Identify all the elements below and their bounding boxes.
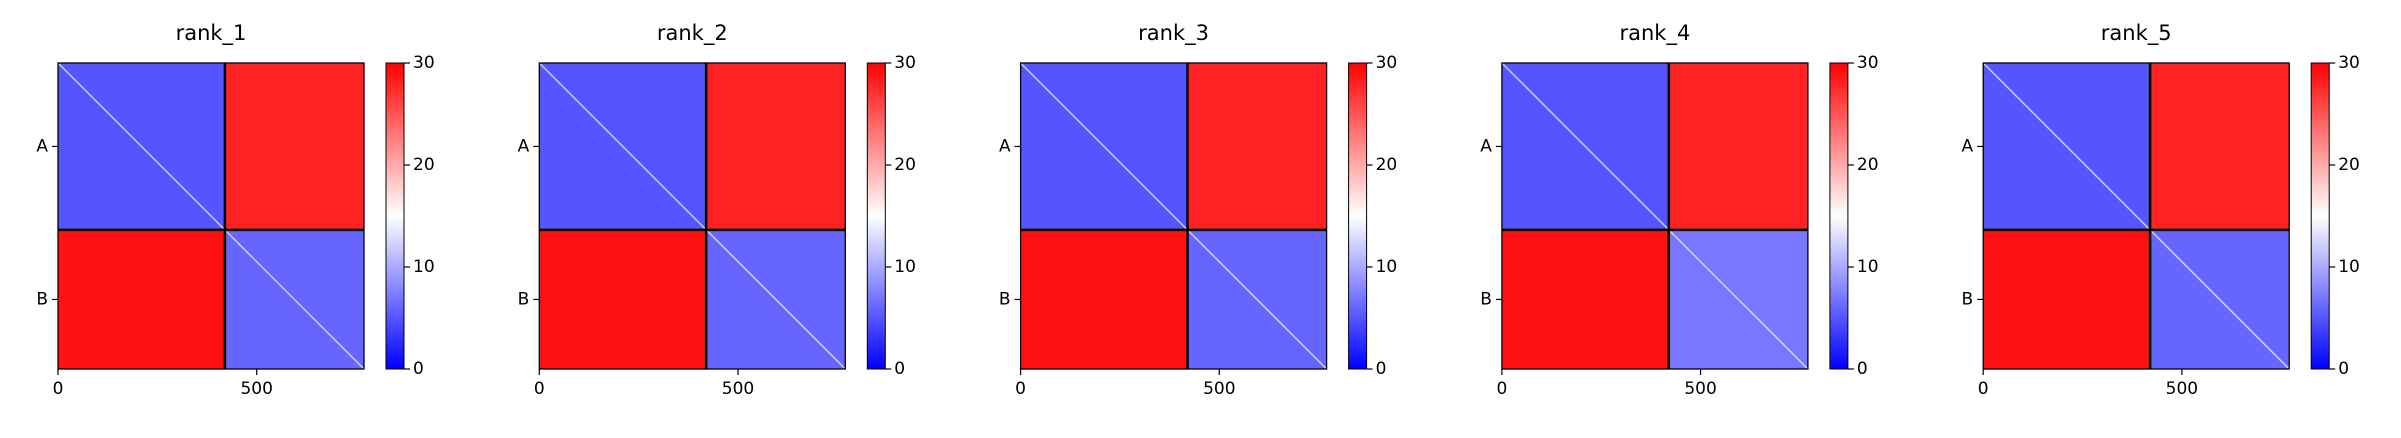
y-tick-label: B (518, 289, 530, 309)
heatmap-cell (1501, 229, 1669, 369)
axes-frame (538, 62, 846, 370)
x-tick-label: 0 (1015, 379, 1026, 399)
panel-title: rank_4 (1619, 21, 1690, 46)
colorbar-tick-label: 30 (1376, 53, 1398, 73)
colorbar-tick-label: 10 (413, 257, 435, 277)
colorbar-tick-label: 30 (413, 53, 435, 73)
x-tick-label: 0 (534, 379, 545, 399)
y-tick-label: A (1962, 136, 1974, 156)
colorbar-tick-label: 0 (413, 359, 424, 379)
x-tick-label: 500 (722, 379, 754, 399)
y-tick-label: B (1480, 289, 1492, 309)
colorbar-tick-label: 20 (1857, 155, 1879, 175)
heatmap-cell (1020, 229, 1188, 369)
diagonal (538, 62, 846, 370)
axes-frame (57, 62, 365, 370)
diagonal (1982, 62, 2290, 370)
panel-title: rank_1 (176, 21, 247, 46)
x-tick-label: 500 (1203, 379, 1235, 399)
heatmap-cell (1983, 229, 2151, 369)
colorbar (385, 62, 405, 370)
colorbar (866, 62, 886, 370)
panel: rank_4 0 500 A B 0 10 20 30 (1480, 21, 1878, 399)
colorbar (2310, 62, 2330, 370)
colorbar-tick-label: 0 (894, 359, 905, 379)
y-tick-label: A (518, 136, 530, 156)
panel-title: rank_3 (1138, 21, 1209, 46)
y-tick-label: B (999, 289, 1011, 309)
y-tick-label: B (36, 289, 48, 309)
colorbar-tick-label: 30 (894, 53, 916, 73)
colorbar-tick-label: 20 (894, 155, 916, 175)
colorbar-tick-label: 0 (1857, 359, 1868, 379)
x-tick-label: 500 (240, 379, 272, 399)
colorbar-tick-label: 0 (1376, 359, 1387, 379)
heatmap-cell (2150, 63, 2290, 230)
x-tick-label: 0 (53, 379, 64, 399)
panel: rank_5 0 500 A B 0 10 20 30 (1962, 21, 2360, 399)
panel: rank_2 0 500 A B 0 10 20 30 (518, 21, 916, 399)
axes-frame (1019, 62, 1328, 370)
x-tick-label: 0 (1978, 379, 1989, 399)
axes-frame (1501, 62, 1809, 370)
heatmap-cell (706, 63, 846, 230)
heatmap-cell (539, 229, 707, 369)
colorbar-tick-label: 10 (1857, 257, 1879, 277)
colorbar-tick-label: 30 (1857, 53, 1879, 73)
y-tick-label: B (1962, 289, 1974, 309)
y-tick-label: A (999, 136, 1011, 156)
colorbar (1348, 62, 1368, 370)
diagonal (57, 62, 365, 370)
colorbar-tick-label: 20 (1376, 155, 1398, 175)
x-tick-label: 500 (1684, 379, 1716, 399)
y-tick-label: A (1480, 136, 1492, 156)
colorbar-tick-label: 10 (1376, 257, 1398, 277)
heatmap-cell (1668, 63, 1808, 230)
panel: rank_1 0 500 A B 0 10 20 30 (36, 21, 434, 399)
colorbar-tick-label: 20 (2338, 155, 2360, 175)
diagonal (1501, 62, 1809, 370)
colorbar-tick-label: 10 (894, 257, 916, 277)
colorbar-tick-label: 10 (2338, 257, 2360, 277)
panel: rank_3 0 500 A B 0 10 20 30 (999, 21, 1397, 399)
panel-title: rank_5 (2101, 21, 2172, 46)
colorbar-tick-label: 20 (413, 155, 435, 175)
diagonal (1020, 62, 1328, 370)
panel-title: rank_2 (657, 21, 728, 46)
heatmap-cell (1187, 63, 1327, 230)
heatmap-cell (58, 229, 225, 369)
colorbar-tick-label: 30 (2338, 53, 2360, 73)
colorbar-tick-label: 0 (2338, 359, 2349, 379)
heatmap-cell (224, 63, 364, 230)
x-tick-label: 0 (1496, 379, 1507, 399)
colorbar (1829, 62, 1849, 370)
x-tick-label: 500 (2166, 379, 2198, 399)
y-tick-label: A (36, 136, 48, 156)
axes-frame (1982, 62, 2290, 370)
